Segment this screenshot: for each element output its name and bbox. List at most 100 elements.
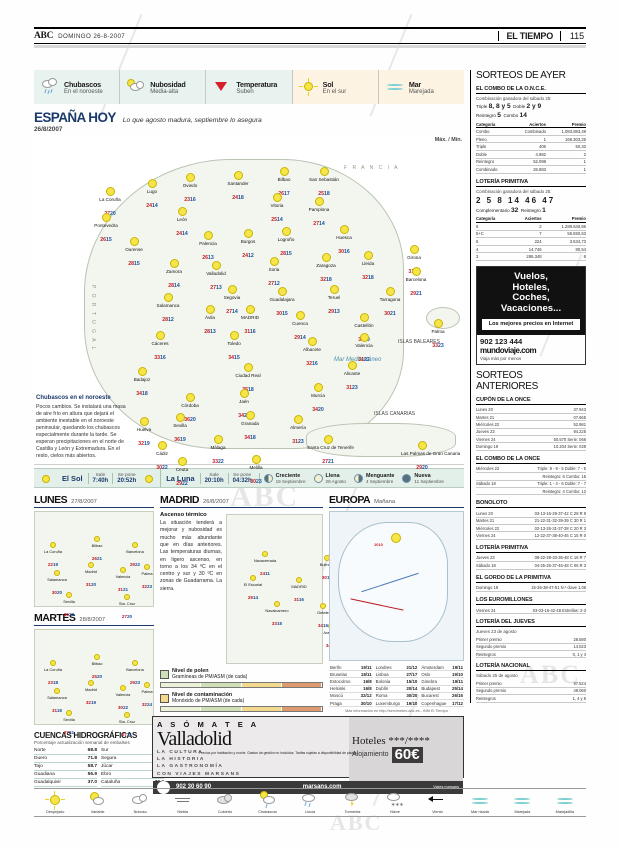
map-city[interactable]: Cádiz 3022 — [141, 441, 183, 474]
map-city[interactable]: Barcelona 2923 — [118, 660, 152, 689]
map-city[interactable]: Salamanca 3020 — [40, 570, 74, 599]
map-city[interactable]: Salamanca 3118 — [40, 688, 74, 717]
ad-claim: Los mejores precios en Internet — [482, 318, 580, 330]
map-city[interactable]: Madrid 3219 — [74, 680, 108, 709]
map-city[interactable]: Almería 3123 — [277, 415, 319, 448]
col-premio: Premio — [541, 215, 586, 223]
map-city[interactable]: Pontevedra 2615 — [85, 213, 127, 246]
map-city[interactable]: Huesca 3016 — [323, 225, 365, 258]
valladolid-ad-banner[interactable]: A S Ó M A T E A Valladolid LA CULTURA LA… — [152, 716, 464, 794]
map-city[interactable]: Pamplona 2714 — [298, 197, 340, 230]
map-city[interactable]: Málaga 3322 — [197, 435, 239, 468]
madrid-map[interactable]: Somosierra3215Buitrago3013Navacerrada241… — [226, 514, 373, 664]
map-city[interactable]: La Coruña 2219 — [36, 542, 70, 571]
cuenca-name: Segura — [101, 754, 144, 763]
map-city[interactable]: Soria 2712 — [253, 257, 295, 290]
map-city[interactable]: Lleida 3218 — [347, 251, 389, 284]
mundoviaje-ad[interactable]: Vuelos, Hoteles, Coches, Vacaciones... L… — [476, 265, 586, 365]
city-name: Toledo — [227, 341, 241, 346]
doble-label: Doble — [513, 104, 526, 109]
city-temps: 2913 — [328, 309, 340, 315]
city-name: Cuenca — [292, 321, 308, 326]
map-city[interactable]: Burgos 2412 — [227, 229, 269, 262]
map-city[interactable]: Logroño 2815 — [265, 227, 307, 260]
map-city[interactable]: Teruel 2913 — [313, 285, 355, 318]
map-city[interactable]: Sta. Cruz 2720 — [110, 594, 144, 623]
map-city[interactable]: Palencia 2613 — [187, 231, 229, 264]
lunes-map[interactable]: La Coruña 2219 Bilbao 2621 Barcelona 2922 Madr… — [34, 511, 154, 619]
map-city[interactable]: Bilbao 2621 — [80, 536, 114, 565]
map-city[interactable]: Valladolid 2713 — [195, 261, 237, 294]
map-city[interactable]: Santander 2418 — [217, 171, 259, 204]
map-city[interactable]: Barcelona 2922 — [118, 542, 152, 571]
map-city[interactable]: Getafe 3416 — [306, 603, 340, 632]
map-city[interactable]: Badajoz 3418 — [121, 367, 163, 400]
map-city[interactable]: Bilbao 2617 — [263, 167, 305, 200]
map-city[interactable]: Zaragoza 3218 — [305, 253, 347, 286]
map-city[interactable]: Madrid 3120 — [74, 562, 108, 591]
map-city[interactable]: Salamanca 2812 — [147, 293, 189, 326]
map-city[interactable]: Navalcarnero 3315 — [260, 601, 294, 630]
legend-label: Marejadilla — [555, 810, 575, 814]
map-city[interactable]: Ávila 2813 — [189, 305, 231, 338]
map-city[interactable]: MADRID 3116 — [229, 305, 271, 338]
map-city[interactable]: Santa Cruz de Tenerife 2721 — [307, 435, 354, 468]
city-min: 21 — [328, 458, 334, 465]
city-weather-icon — [323, 225, 365, 236]
map-city[interactable]: Barcelona 2921 — [395, 267, 437, 300]
map-city[interactable]: Sta. Cruz 2721 — [110, 712, 144, 741]
map-city[interactable]: León 2414 — [161, 207, 203, 240]
map-city[interactable]: Sevilla 3622 — [52, 592, 86, 621]
panel-europa: EUROPA Mañana 1010 Berlín 19/11 Bruselas 18… — [329, 494, 465, 787]
map-city[interactable]: MADRID 3116 — [282, 577, 316, 606]
map-city[interactable]: Ceuta 2922 — [161, 457, 203, 490]
map-city[interactable]: Cuenca 2914 — [279, 311, 321, 344]
map-city[interactable]: Sevilla 3721 — [52, 710, 86, 739]
map-city[interactable]: Toledo 3415 — [213, 331, 255, 364]
city-min: 22 — [69, 612, 75, 618]
map-city[interactable]: Valencia 3122 — [343, 333, 385, 366]
europe-city-temps: 19/10 — [452, 671, 464, 677]
cuencas-table-left: Norte 68.8 Duero 71.8 Tajo 58.7 Guadiana 56.9 Gu… — [34, 747, 97, 787]
map-city[interactable]: Navacerrada 2411 — [248, 551, 282, 580]
map-city[interactable]: La Coruña 2318 — [36, 660, 70, 689]
map-city[interactable]: Palma 3323 — [417, 319, 459, 352]
map-city[interactable]: Valencia 3121 — [106, 567, 140, 596]
showers-icon — [258, 791, 278, 809]
europe-map[interactable]: 1010 — [329, 511, 464, 661]
map-city[interactable]: Palma 3224 — [130, 682, 164, 711]
city-weather-icon — [307, 435, 349, 446]
map-city[interactable]: Oviedo 2316 — [169, 173, 211, 206]
map-city[interactable]: Melilla 3023 — [235, 455, 277, 488]
map-city[interactable]: Sevilla 3619 — [159, 413, 201, 446]
map-city[interactable]: Córdoba 3620 — [169, 393, 211, 426]
city-weather-icon — [393, 245, 435, 256]
martes-map[interactable]: La Coruña 2318 Bilbao 2520 Barcelona 2923 Madr… — [34, 629, 154, 737]
map-city[interactable]: San Sebastián 2518 — [303, 167, 345, 200]
europe-city-name: Berlín — [330, 664, 342, 670]
map-city[interactable]: Cáceres 3316 — [139, 331, 181, 364]
map-city[interactable]: Segovia 2714 — [211, 285, 253, 318]
map-city[interactable]: Palma 3223 — [130, 564, 164, 593]
map-city[interactable]: Bilbao 2520 — [80, 654, 114, 683]
map-city[interactable]: Tarragona 3021 — [369, 287, 411, 320]
map-city[interactable]: Ourense 2815 — [113, 237, 155, 270]
map-city[interactable]: Albacete 3216 — [291, 337, 333, 370]
city-temps: 3118 — [52, 708, 62, 713]
map-city[interactable]: Valencia 3022 — [106, 685, 140, 714]
map-city[interactable]: Lugo 2414 — [131, 179, 173, 212]
map-city[interactable]: El Escorial 2914 — [236, 575, 270, 604]
map-city[interactable]: Huelva 3219 — [123, 417, 165, 450]
map-city[interactable]: Murcia 3420 — [297, 383, 339, 416]
cuenca-name: Tajo — [34, 762, 81, 771]
map-city[interactable]: Zamora 2814 — [153, 259, 195, 292]
map-city[interactable]: Vitoria 2514 — [256, 193, 298, 226]
map-city[interactable]: Alicante 3123 — [331, 361, 373, 394]
reintegro-value: 5 — [497, 112, 501, 119]
spain-weather-map[interactable]: F R A N C I A P O R T U G A L Mar Medite… — [34, 135, 464, 487]
map-city[interactable]: Guadalajara 3015 — [261, 287, 303, 320]
city-max: 27 — [322, 458, 328, 465]
map-city[interactable]: Las Palmas de Gran Canaria 2920 — [401, 441, 460, 474]
map-city[interactable]: Granada 3418 — [229, 411, 271, 444]
city-max: 26 — [278, 190, 284, 197]
